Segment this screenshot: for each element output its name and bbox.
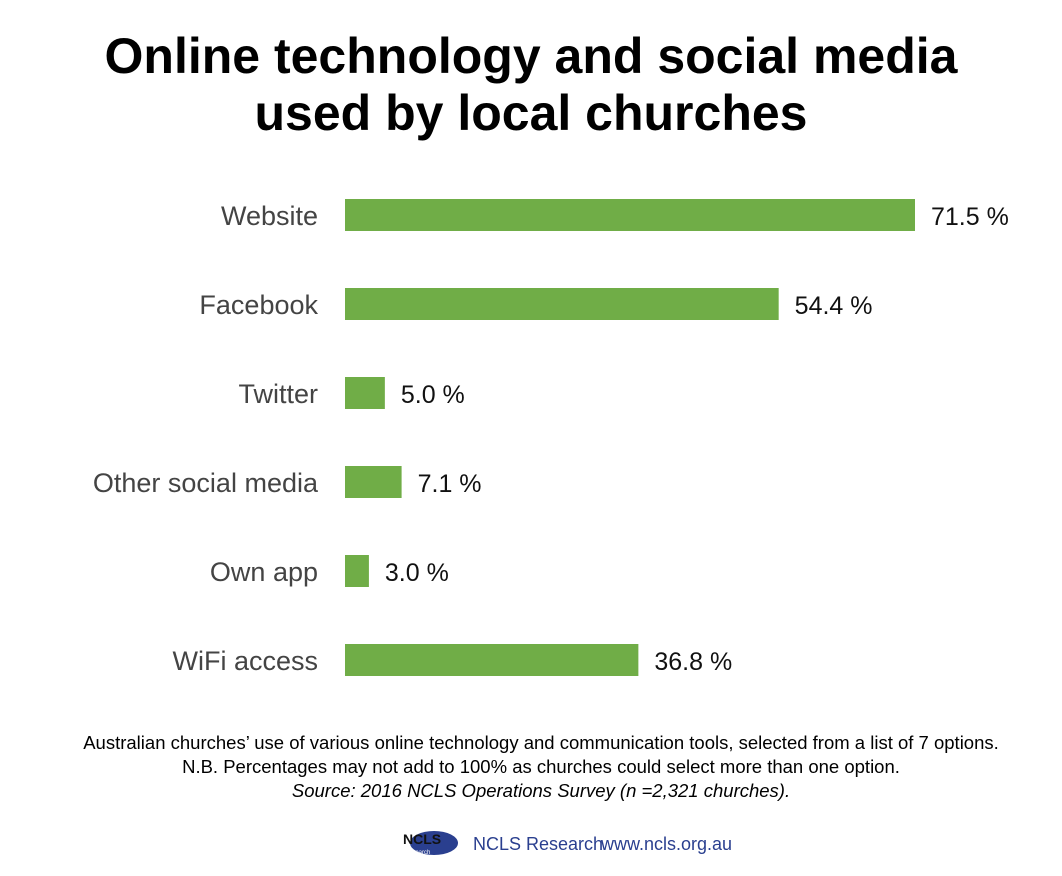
category-label: Facebook <box>199 290 318 320</box>
category-label: Own app <box>210 557 318 587</box>
value-label: 71.5 % <box>931 203 1009 231</box>
category-label: Other social media <box>93 468 319 498</box>
bar <box>345 555 369 587</box>
value-label: 7.1 % <box>418 470 482 498</box>
logo-subtext: research <box>407 850 430 856</box>
notes-disclaimer: N.B. Percentages may not add to 100% as … <box>182 756 900 777</box>
chart-notes: Australian churches’ use of various onli… <box>0 731 1062 803</box>
notes-source: Source: 2016 NCLS Operations Survey (n =… <box>291 780 791 801</box>
bar-chart: Website 71.5 % Facebook 54.4 % Twitter 5.0 % O… <box>93 199 1009 676</box>
logo-text: NCLS <box>403 831 441 847</box>
bar <box>345 377 385 409</box>
bar <box>345 644 639 676</box>
chart-title-line-1: Online technology and social media <box>104 28 958 84</box>
bar <box>345 288 779 320</box>
value-label: 54.4 % <box>795 292 873 320</box>
org-name: NCLS Research <box>473 834 604 854</box>
value-label: 36.8 % <box>654 648 732 676</box>
category-label: WiFi access <box>172 646 318 676</box>
footer: NCLS research NCLS Research www.ncls.org… <box>0 828 1062 860</box>
chart-title: Online technology and social media used … <box>0 28 1062 142</box>
value-label: 5.0 % <box>401 381 465 409</box>
bar <box>345 466 402 498</box>
chart-title-line-2: used by local churches <box>254 85 808 141</box>
category-label: Website <box>221 201 318 231</box>
category-label: Twitter <box>238 379 318 409</box>
bar <box>345 199 915 231</box>
notes-description: Australian churches’ use of various onli… <box>83 732 999 753</box>
ncls-logo: NCLS research <box>403 831 458 856</box>
website-link[interactable]: www.ncls.org.au <box>601 834 733 854</box>
value-label: 3.0 % <box>385 559 449 587</box>
